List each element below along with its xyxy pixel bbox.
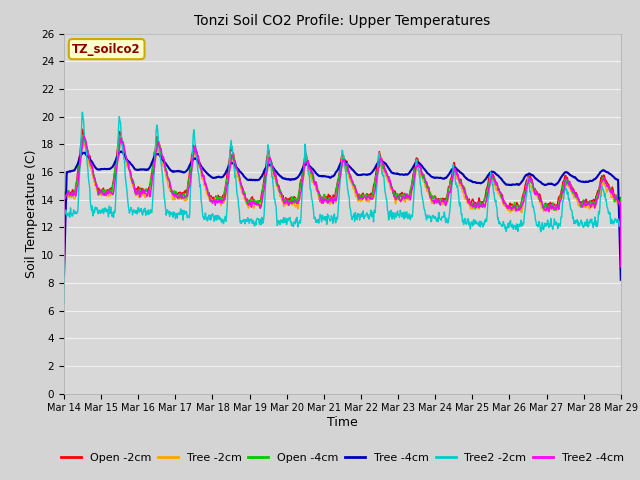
Open -4cm bbox=[617, 260, 625, 266]
Tree2 -2cm bbox=[60, 300, 68, 306]
Open -4cm bbox=[60, 256, 68, 262]
Tree2 -2cm bbox=[429, 213, 437, 218]
Tree -4cm bbox=[60, 273, 68, 278]
Y-axis label: Soil Temperature (C): Soil Temperature (C) bbox=[25, 149, 38, 278]
Text: TZ_soilco2: TZ_soilco2 bbox=[72, 43, 141, 56]
Open -2cm bbox=[246, 199, 254, 204]
Open -2cm bbox=[171, 190, 179, 195]
Tree2 -2cm bbox=[502, 224, 509, 229]
Open -4cm bbox=[429, 196, 437, 202]
Tree -2cm bbox=[617, 264, 625, 269]
Tree2 -4cm bbox=[429, 197, 437, 203]
Tree2 -2cm bbox=[184, 213, 192, 219]
Tree2 -4cm bbox=[184, 189, 192, 194]
Tree -4cm bbox=[246, 177, 254, 183]
Open -4cm bbox=[502, 204, 509, 209]
Tree -4cm bbox=[171, 168, 179, 174]
Open -4cm bbox=[551, 205, 559, 211]
Tree2 -4cm bbox=[60, 258, 68, 264]
Tree2 -4cm bbox=[617, 264, 625, 270]
Legend: Open -2cm, Tree -2cm, Open -4cm, Tree -4cm, Tree2 -2cm, Tree2 -4cm: Open -2cm, Tree -2cm, Open -4cm, Tree -4… bbox=[56, 448, 628, 467]
Tree2 -4cm bbox=[171, 194, 179, 200]
Tree -4cm bbox=[502, 181, 509, 187]
Open -4cm bbox=[184, 177, 192, 183]
Title: Tonzi Soil CO2 Profile: Upper Temperatures: Tonzi Soil CO2 Profile: Upper Temperatur… bbox=[195, 14, 490, 28]
Tree2 -4cm bbox=[246, 201, 254, 206]
Tree -2cm bbox=[429, 200, 437, 205]
Open -4cm bbox=[79, 133, 87, 139]
Tree2 -2cm bbox=[246, 217, 254, 223]
Open -2cm bbox=[617, 260, 625, 265]
Tree2 -2cm bbox=[617, 218, 625, 224]
Tree -2cm bbox=[551, 206, 559, 212]
Tree -2cm bbox=[60, 260, 68, 266]
Tree2 -4cm bbox=[551, 205, 559, 211]
Tree2 -2cm bbox=[551, 222, 559, 228]
Line: Tree2 -2cm: Tree2 -2cm bbox=[64, 112, 621, 303]
Tree -4cm bbox=[117, 149, 125, 155]
Line: Open -2cm: Open -2cm bbox=[64, 129, 621, 263]
Tree -4cm bbox=[184, 166, 192, 171]
Line: Tree -2cm: Tree -2cm bbox=[64, 139, 621, 266]
X-axis label: Time: Time bbox=[327, 416, 358, 429]
Open -2cm bbox=[429, 195, 437, 201]
Tree -2cm bbox=[246, 203, 254, 208]
Tree -2cm bbox=[502, 204, 509, 210]
Tree -4cm bbox=[429, 174, 437, 180]
Open -2cm bbox=[60, 256, 68, 262]
Tree2 -4cm bbox=[502, 201, 509, 206]
Open -4cm bbox=[246, 197, 254, 203]
Tree -2cm bbox=[171, 196, 179, 202]
Open -2cm bbox=[79, 126, 86, 132]
Tree -4cm bbox=[617, 277, 625, 283]
Tree -2cm bbox=[116, 136, 124, 142]
Tree2 -2cm bbox=[78, 109, 86, 115]
Open -2cm bbox=[184, 180, 192, 186]
Tree2 -2cm bbox=[171, 210, 179, 216]
Tree -4cm bbox=[551, 182, 559, 188]
Open -2cm bbox=[551, 203, 559, 208]
Line: Tree2 -4cm: Tree2 -4cm bbox=[64, 136, 621, 267]
Line: Open -4cm: Open -4cm bbox=[64, 136, 621, 263]
Tree2 -4cm bbox=[80, 133, 88, 139]
Tree -2cm bbox=[184, 187, 192, 192]
Line: Tree -4cm: Tree -4cm bbox=[64, 152, 621, 280]
Open -2cm bbox=[502, 202, 509, 208]
Open -4cm bbox=[171, 190, 179, 195]
